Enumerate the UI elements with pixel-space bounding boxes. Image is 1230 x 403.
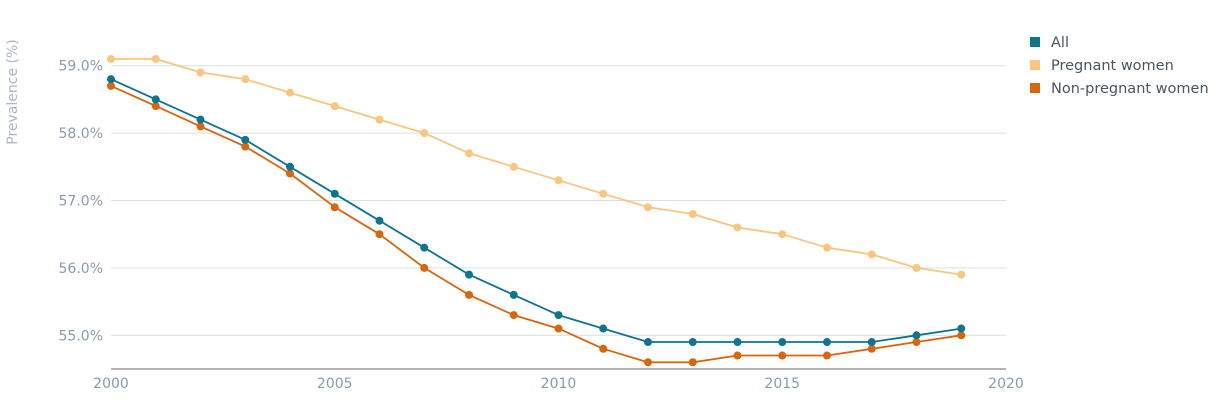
data-point bbox=[241, 142, 250, 151]
x-tick-label: 2010 bbox=[541, 376, 577, 392]
data-point bbox=[554, 176, 563, 185]
data-point bbox=[375, 216, 384, 225]
data-point bbox=[465, 290, 473, 299]
data-point bbox=[465, 270, 473, 279]
y-tick-label: 55.0% bbox=[59, 328, 103, 344]
legend-item: All bbox=[1030, 35, 1069, 51]
legend-item: Non-pregnant women bbox=[1030, 81, 1209, 97]
x-tick-label: 2005 bbox=[317, 376, 353, 392]
data-point bbox=[599, 344, 608, 353]
series-line bbox=[111, 58, 962, 276]
y-tick-label: 58.0% bbox=[59, 126, 103, 142]
data-point bbox=[196, 122, 205, 131]
x-tick-label: 2015 bbox=[764, 376, 800, 392]
data-point bbox=[509, 311, 518, 320]
legend-label: All bbox=[1051, 35, 1069, 51]
data-point bbox=[644, 338, 652, 347]
data-point bbox=[330, 203, 339, 212]
legend-label: Non-pregnant women bbox=[1051, 81, 1209, 97]
x-axis: 2000 2005 2010 2015 2020 bbox=[93, 368, 1024, 392]
y-tick-label: 57.0% bbox=[59, 194, 103, 210]
series-layer bbox=[107, 54, 966, 367]
data-point bbox=[465, 149, 473, 158]
y-axis: 55.0% 56.0% 57.0% 58.0% 59.0% bbox=[59, 59, 103, 345]
data-point bbox=[957, 324, 966, 333]
x-tick-label: 2000 bbox=[93, 376, 129, 392]
data-point bbox=[509, 162, 518, 171]
y-axis-title: Prevalence (%) bbox=[5, 39, 21, 145]
data-point bbox=[778, 351, 787, 360]
y-tick-label: 59.0% bbox=[59, 59, 103, 75]
data-point bbox=[688, 209, 697, 218]
legend: All Pregnant women Non-pregnant women bbox=[1030, 35, 1209, 97]
data-point bbox=[733, 338, 742, 347]
data-point bbox=[644, 203, 652, 212]
data-point bbox=[151, 102, 160, 111]
data-point bbox=[196, 68, 205, 77]
data-point bbox=[151, 95, 160, 104]
grid bbox=[111, 65, 1006, 336]
data-point bbox=[733, 351, 742, 360]
data-point bbox=[957, 270, 966, 279]
data-point bbox=[196, 115, 205, 124]
data-point bbox=[330, 102, 339, 111]
data-point bbox=[912, 338, 921, 347]
series-all bbox=[107, 75, 966, 347]
data-point bbox=[375, 115, 384, 124]
data-point bbox=[867, 344, 876, 353]
data-point bbox=[107, 75, 115, 84]
data-point bbox=[644, 358, 652, 367]
series-pregnant-women bbox=[107, 54, 966, 279]
data-point bbox=[241, 75, 250, 84]
legend-label: Pregnant women bbox=[1051, 58, 1174, 74]
data-point bbox=[823, 338, 831, 347]
legend-swatch bbox=[1030, 37, 1040, 47]
data-point bbox=[733, 223, 742, 232]
data-point bbox=[688, 338, 697, 347]
legend-item: Pregnant women bbox=[1030, 58, 1174, 74]
y-tick-label: 56.0% bbox=[59, 261, 103, 277]
data-point bbox=[286, 88, 294, 97]
data-point bbox=[509, 290, 518, 299]
data-point bbox=[241, 135, 250, 144]
data-point bbox=[778, 230, 787, 239]
data-point bbox=[286, 162, 294, 171]
data-point bbox=[823, 243, 831, 252]
x-tick-label: 2020 bbox=[988, 376, 1024, 392]
data-point bbox=[599, 324, 608, 333]
data-point bbox=[778, 338, 787, 347]
data-point bbox=[554, 324, 563, 333]
data-point bbox=[286, 169, 294, 178]
series-non-pregnant-women bbox=[107, 81, 966, 367]
data-point bbox=[420, 243, 429, 252]
data-point bbox=[867, 338, 876, 347]
data-point bbox=[107, 54, 115, 63]
data-point bbox=[330, 189, 339, 198]
data-point bbox=[375, 230, 384, 239]
data-point bbox=[957, 331, 966, 340]
data-point bbox=[912, 263, 921, 272]
data-point bbox=[107, 81, 115, 90]
data-point bbox=[420, 129, 429, 138]
data-point bbox=[599, 189, 608, 198]
legend-swatch bbox=[1030, 83, 1040, 93]
data-point bbox=[420, 263, 429, 272]
legend-swatch bbox=[1030, 60, 1040, 70]
data-point bbox=[823, 351, 831, 360]
data-point bbox=[912, 331, 921, 340]
series-line bbox=[110, 78, 962, 343]
data-point bbox=[151, 54, 160, 63]
series-line bbox=[110, 85, 962, 364]
data-point bbox=[554, 311, 563, 320]
data-point bbox=[867, 250, 876, 259]
data-point bbox=[688, 358, 697, 367]
